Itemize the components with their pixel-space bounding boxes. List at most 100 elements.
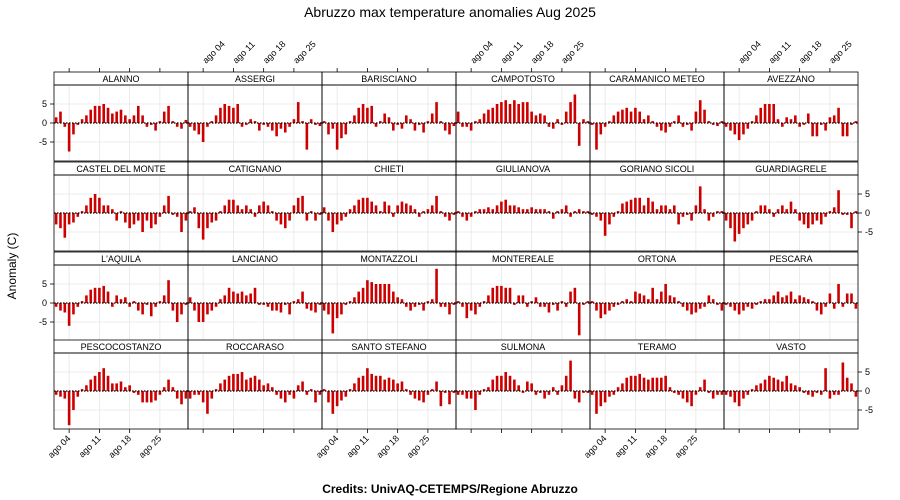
anomaly-bar: [547, 211, 551, 213]
anomaly-bar: [599, 213, 603, 221]
y-tick-label: 5: [42, 279, 47, 289]
anomaly-bar: [158, 121, 162, 123]
anomaly-bar: [136, 391, 140, 395]
anomaly-bar: [603, 303, 607, 315]
anomaly-bar: [716, 123, 719, 127]
anomaly-bar: [461, 303, 464, 307]
anomaly-bar: [262, 385, 265, 391]
anomaly-bar: [647, 115, 650, 123]
anomaly-bar: [551, 213, 555, 219]
x-tick-label: ago 11: [767, 39, 793, 65]
anomaly-bar: [301, 195, 304, 213]
anomaly-bar: [694, 205, 698, 213]
panel-strip-label: GIULIANOVA: [496, 164, 550, 174]
anomaly-bar: [392, 213, 395, 217]
anomaly-bar: [798, 123, 801, 127]
anomaly-bar: [560, 123, 564, 125]
anomaly-bar: [361, 375, 365, 391]
anomaly-bar: [802, 123, 806, 125]
anomaly-bar: [145, 213, 149, 221]
anomaly-bar: [595, 303, 598, 311]
y-tick-label: 5: [42, 99, 47, 109]
y-tick-label: -5: [865, 405, 873, 415]
anomaly-bar: [193, 123, 196, 131]
anomaly-bar: [357, 199, 361, 213]
anomaly-bar: [305, 213, 309, 221]
anomaly-bar: [162, 387, 166, 391]
anomaly-bar: [504, 372, 508, 391]
anomaly-bar: [806, 299, 810, 303]
anomaly-bar: [404, 389, 408, 391]
anomaly-bar: [478, 209, 482, 213]
anomaly-bar: [188, 123, 192, 127]
anomaly-bar: [188, 211, 192, 213]
anomaly-bar: [465, 213, 469, 221]
anomaly-bar: [478, 391, 482, 395]
anomaly-bar: [383, 379, 386, 391]
anomaly-bar: [136, 303, 140, 311]
anomaly-bar: [664, 123, 667, 133]
anomaly-bar: [832, 391, 836, 395]
anomaly-bar: [223, 205, 227, 213]
anomaly-bar: [595, 213, 598, 217]
anomaly-bar: [789, 383, 793, 391]
anomaly-bar: [538, 113, 542, 123]
anomaly-bar: [603, 123, 607, 127]
anomaly-bar: [443, 391, 447, 393]
anomaly-bar: [102, 368, 106, 391]
anomaly-bar: [413, 123, 417, 131]
anomaly-bar: [500, 375, 503, 391]
anomaly-bar: [374, 284, 378, 303]
anomaly-bar: [322, 303, 326, 311]
anomaly-bar: [456, 211, 460, 213]
anomaly-bar: [392, 291, 395, 303]
anomaly-bar: [106, 205, 110, 213]
anomaly-bar: [253, 375, 257, 391]
anomaly-bar: [59, 303, 62, 311]
anomaly-bar: [742, 303, 745, 311]
anomaly-bar: [590, 391, 594, 395]
anomaly-bar: [422, 211, 425, 213]
anomaly-bar: [573, 391, 577, 399]
anomaly-bar: [63, 123, 67, 127]
anomaly-bar: [214, 303, 218, 307]
anomaly-bar: [750, 121, 754, 123]
anomaly-bar: [694, 391, 698, 395]
anomaly-bar: [556, 303, 559, 311]
anomaly-bar: [556, 391, 559, 395]
anomaly-bar: [724, 303, 728, 305]
anomaly-bar: [245, 123, 248, 125]
anomaly-bar: [517, 104, 520, 123]
anomaly-bar: [76, 123, 80, 125]
anomaly-bar: [750, 389, 754, 391]
anomaly-bar: [158, 213, 162, 217]
anomaly-bar: [322, 207, 326, 213]
anomaly-bar: [482, 389, 486, 391]
anomaly-bar: [270, 387, 274, 391]
anomaly-bar: [854, 303, 858, 309]
panel-strip-label: CHIETI: [374, 164, 404, 174]
anomaly-bar: [664, 284, 667, 303]
anomaly-bar: [634, 107, 637, 123]
anomaly-bar: [577, 391, 581, 403]
anomaly-bar: [115, 213, 118, 221]
anomaly-bar: [737, 123, 741, 141]
anomaly-bar: [435, 102, 438, 123]
anomaly-bar: [768, 375, 771, 391]
anomaly-bar: [452, 123, 456, 127]
anomaly-bar: [716, 391, 719, 395]
anomaly-bar: [232, 107, 235, 123]
panel-strip-label: CAMPOTOSTO: [491, 74, 555, 84]
anomaly-bar: [227, 199, 231, 213]
panel-strip-label: CARAMANICO METEO: [609, 74, 705, 84]
panel-strip-label: GORIANO SICOLI: [620, 164, 695, 174]
anomaly-bar: [854, 211, 858, 213]
anomaly-bar: [327, 391, 330, 403]
anomaly-bar: [124, 387, 127, 391]
anomaly-bar: [625, 299, 629, 303]
anomaly-bar: [729, 303, 732, 307]
anomaly-bar: [621, 203, 624, 213]
anomaly-bar: [400, 381, 404, 391]
anomaly-bar: [794, 209, 797, 213]
anomaly-bar: [361, 104, 365, 123]
